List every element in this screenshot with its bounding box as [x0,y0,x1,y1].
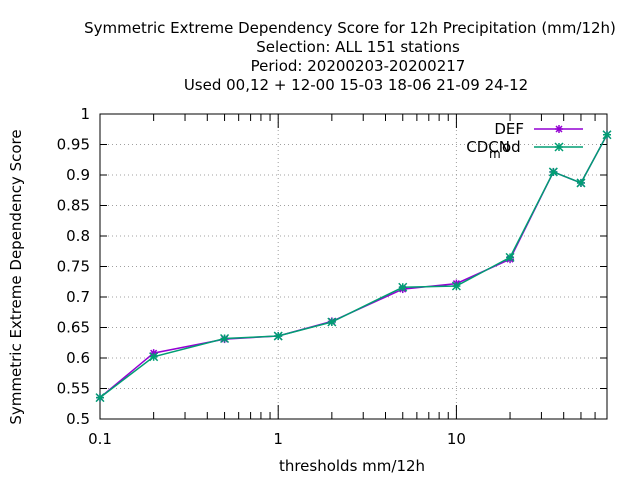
legend-label-cdcn-mod: CDCN m od [466,138,520,161]
y-tick-label: 0.55 [57,380,90,398]
series-cdcn-mod [95,130,612,403]
chart-title: Symmetric Extreme Dependency Score for 1… [84,19,616,94]
y-tick-label: 0.95 [57,136,90,154]
title-line-1: Symmetric Extreme Dependency Score for 1… [84,19,616,37]
legend-marker [554,142,564,152]
y-tick-label: 0.65 [57,319,90,337]
legend: DEF CDCN m od [466,120,583,161]
legend-label-def: DEF [494,120,524,138]
data-point [220,333,230,344]
legend-sample-def [534,125,583,133]
title-line-3: Period: 20200203-20200217 [251,57,466,75]
legend-cdcn-part-3: od [502,138,521,156]
y-tick-label: 0.7 [66,288,90,306]
y-tick-label: 0.8 [66,227,90,245]
y-tick-label: 1 [80,105,90,123]
legend-cdcn-part-2: m [489,147,501,161]
series-def [96,130,611,402]
x-tick-label: 1 [273,430,283,448]
title-line-4: Used 00,12 + 12-00 15-03 18-06 21-09 24-… [184,76,528,94]
data-point [548,167,558,177]
data-point [451,281,461,291]
y-tick-label: 0.75 [57,258,90,276]
svg-text:CDCN: CDCN [466,138,510,156]
grid [100,114,607,419]
tick-labels: 0.5 0.55 0.6 0.65 0.7 0.75 0.8 0.85 0.9 0.95 1 0.1 1… [57,105,466,448]
y-tick-label: 0.9 [66,166,90,184]
data-point [273,331,283,341]
legend-cdcn-part-1: CDCN [466,138,510,156]
y-axis-label: Symmetric Extreme Dependency Score [7,129,25,424]
legend-sample-cdcn-mod [534,142,583,152]
data-point [398,282,408,292]
x-axis-label: thresholds mm/12h [279,457,425,475]
data-point [95,393,105,403]
data-point [327,317,337,327]
x-tick-label: 10 [447,430,466,448]
y-tick-label: 0.5 [66,410,90,428]
data-point [149,352,159,362]
data-point [602,130,612,140]
x-tick-label: 0.1 [88,430,112,448]
legend-marker [555,125,563,133]
data-point [576,178,586,188]
data-point [505,252,515,262]
title-line-2: Selection: ALL 151 stations [256,38,460,56]
series-layer [95,130,612,403]
y-tick-label: 0.85 [57,197,90,215]
y-tick-label: 0.6 [66,349,90,367]
plot-area [99,113,608,420]
